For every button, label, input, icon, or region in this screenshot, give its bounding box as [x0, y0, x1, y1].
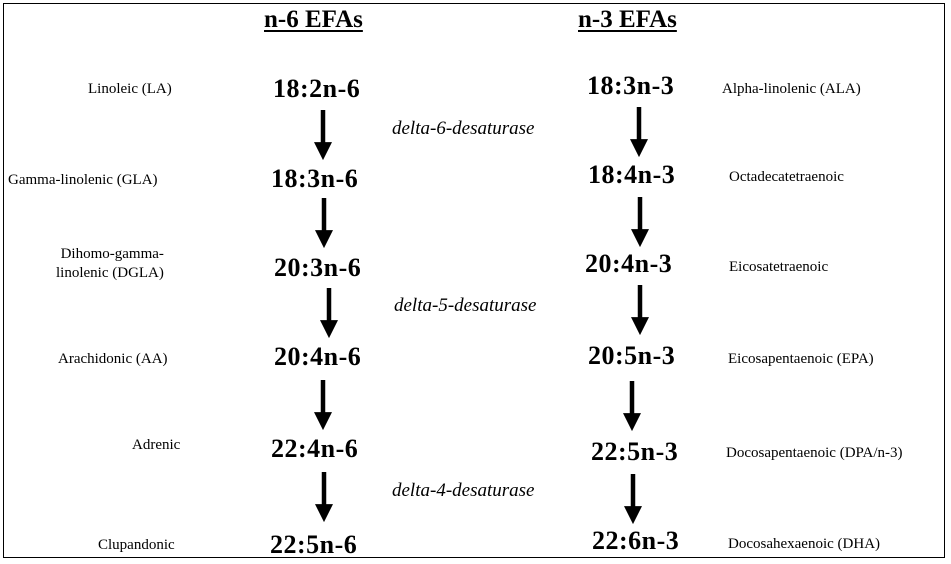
- n6-name-aa: Arachidonic (AA): [58, 351, 168, 367]
- n3-name-dpa: Docosapentaenoic (DPA/n-3): [726, 445, 903, 461]
- n6-name-la: Linoleic (LA): [88, 81, 172, 97]
- n3-formula-22-5: 22:5n-3: [591, 437, 679, 466]
- n3-formula-18-4: 18:4n-3: [588, 160, 676, 189]
- n3-name-eicosatetraenoic: Eicosatetraenoic: [729, 259, 829, 275]
- n6-formula-22-5: 22:5n-6: [270, 530, 358, 559]
- n3-name-octadecatetraenoic: Octadecatetraenoic: [729, 169, 844, 185]
- diagram-frame: [3, 3, 945, 558]
- n3-name-epa: Eicosapentaenoic (EPA): [728, 351, 874, 367]
- n6-formula-22-4: 22:4n-6: [271, 434, 359, 463]
- enzyme-delta-6: delta-6-desaturase: [392, 118, 535, 139]
- n6-name-adrenic: Adrenic: [132, 437, 181, 453]
- n3-formula-18-3: 18:3n-3: [587, 71, 675, 100]
- n6-formula-20-3: 20:3n-6: [274, 253, 362, 282]
- n6-name-gla: Gamma-linolenic (GLA): [8, 172, 158, 188]
- n6-name-dgla: Dihomo-gamma- linolenic (DGLA): [56, 245, 164, 283]
- n6-name-dgla-line1: Dihomo-gamma-: [60, 246, 164, 262]
- n6-formula-18-3: 18:3n-6: [271, 164, 359, 193]
- n3-name-ala: Alpha-linolenic (ALA): [722, 81, 861, 97]
- n6-formula-20-4: 20:4n-6: [274, 342, 362, 371]
- n3-formula-20-4: 20:4n-3: [585, 249, 673, 278]
- enzyme-delta-4: delta-4-desaturase: [392, 480, 535, 501]
- n3-header: n-3 EFAs: [578, 6, 677, 33]
- n6-header: n-6 EFAs: [264, 6, 363, 33]
- n6-name-clupandonic: Clupandonic: [98, 537, 175, 553]
- n3-name-dha: Docosahexaenoic (DHA): [728, 536, 881, 552]
- n3-formula-20-5: 20:5n-3: [588, 341, 676, 370]
- n6-formula-18-2: 18:2n-6: [273, 74, 361, 103]
- enzyme-delta-5: delta-5-desaturase: [394, 295, 537, 316]
- n6-name-dgla-line2: linolenic (DGLA): [56, 265, 164, 281]
- n3-formula-22-6: 22:6n-3: [592, 526, 680, 555]
